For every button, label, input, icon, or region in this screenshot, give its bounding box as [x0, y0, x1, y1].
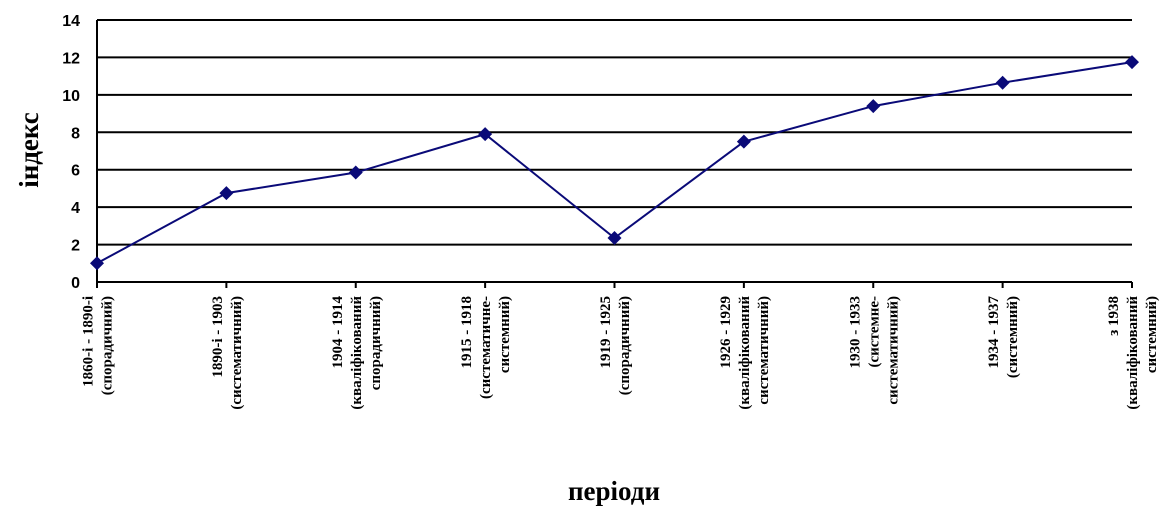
x-tick-label: 1890-і - 1903 (систематичний)	[210, 296, 245, 410]
y-tick-label: 2	[71, 238, 80, 255]
x-tick-label-line: (систематичний)	[229, 296, 245, 410]
x-tick-label-line: (кваліфікований	[1125, 296, 1141, 410]
x-tick-label-line: 1934 - 1937	[986, 296, 1002, 369]
data-point	[1125, 55, 1139, 70]
y-tick-label: 6	[71, 163, 80, 180]
x-tick-label-line: 1930 - 1933	[847, 296, 863, 369]
x-tick-label-line: (системне-	[866, 296, 882, 368]
x-axis-title: періоди	[568, 476, 660, 506]
data-point	[736, 134, 751, 149]
x-tick-label-line: (кваліфікований	[737, 296, 753, 410]
x-tick-label-line: 1860-і - 1890-і	[81, 296, 97, 387]
x-tick-label-line: системний)	[497, 296, 513, 373]
y-tick-label: 8	[71, 125, 80, 142]
x-tick-label-line: (системний)	[1005, 296, 1021, 378]
y-tick-label: 10	[62, 88, 80, 105]
x-tick-labels: 1860-і - 1890-і (спорадичний) 1890-і - 190…	[81, 296, 1161, 410]
x-tick-label-line: 1919 - 1925	[598, 296, 614, 369]
x-tick-label-line: спорадичний)	[368, 296, 384, 390]
x-tick-label-line: з 1938	[1106, 296, 1122, 336]
x-tick-label: з 1938 (кваліфікований системний)	[1106, 296, 1160, 410]
x-tick-label-line: (систематичне-	[478, 296, 494, 399]
x-tick-label-line: (спорадичний)	[617, 296, 633, 395]
data-point	[478, 127, 493, 142]
x-tick-label: 1904 - 1914 (кваліфікований спорадичний)	[330, 296, 384, 410]
x-tick-label-line: 1926 - 1929	[718, 296, 734, 369]
x-tick-label: 1934 - 1937 (системний)	[986, 296, 1021, 379]
x-tick-label: 1919 - 1925 (спорадичний)	[598, 296, 633, 395]
x-tick-label-line: (кваліфікований	[349, 296, 365, 410]
x-tick-label-line: системний)	[1144, 296, 1160, 373]
x-tick-label-line: 1890-і - 1903	[210, 296, 226, 378]
x-tick-label: 1930 - 1933 (системне-систематичний)	[847, 296, 901, 405]
y-tick-label: 4	[71, 200, 80, 217]
y-axis-title: індекс	[14, 112, 44, 188]
y-tick-label: 0	[71, 275, 80, 292]
data-point	[866, 99, 881, 114]
x-tick-label: 1915 - 1918 (систематичне-системний)	[459, 296, 513, 399]
x-tick-label: 1860-і - 1890-і (спорадичний)	[81, 296, 116, 395]
y-tick-labels: 0 2 4 6 8 10 12 14	[62, 13, 80, 292]
data-point	[607, 231, 622, 246]
y-tick-label: 12	[62, 50, 80, 67]
x-tick-label: 1926 - 1929 (кваліфікований систематичний)	[718, 296, 772, 410]
data-point	[348, 165, 363, 180]
data-point	[90, 256, 104, 271]
x-tick-label-line: систематичний)	[885, 296, 901, 405]
x-tick-label-line: систематичний)	[756, 296, 772, 405]
data-series	[90, 55, 1139, 271]
x-tick-label-line: 1904 - 1914	[330, 296, 346, 369]
data-point	[995, 75, 1010, 90]
x-tick-label-line: (спорадичний)	[100, 296, 116, 395]
gridlines	[96, 19, 1133, 288]
x-tick-label-line: 1915 - 1918	[459, 296, 475, 369]
data-point	[219, 186, 234, 201]
y-tick-label: 14	[62, 13, 80, 30]
